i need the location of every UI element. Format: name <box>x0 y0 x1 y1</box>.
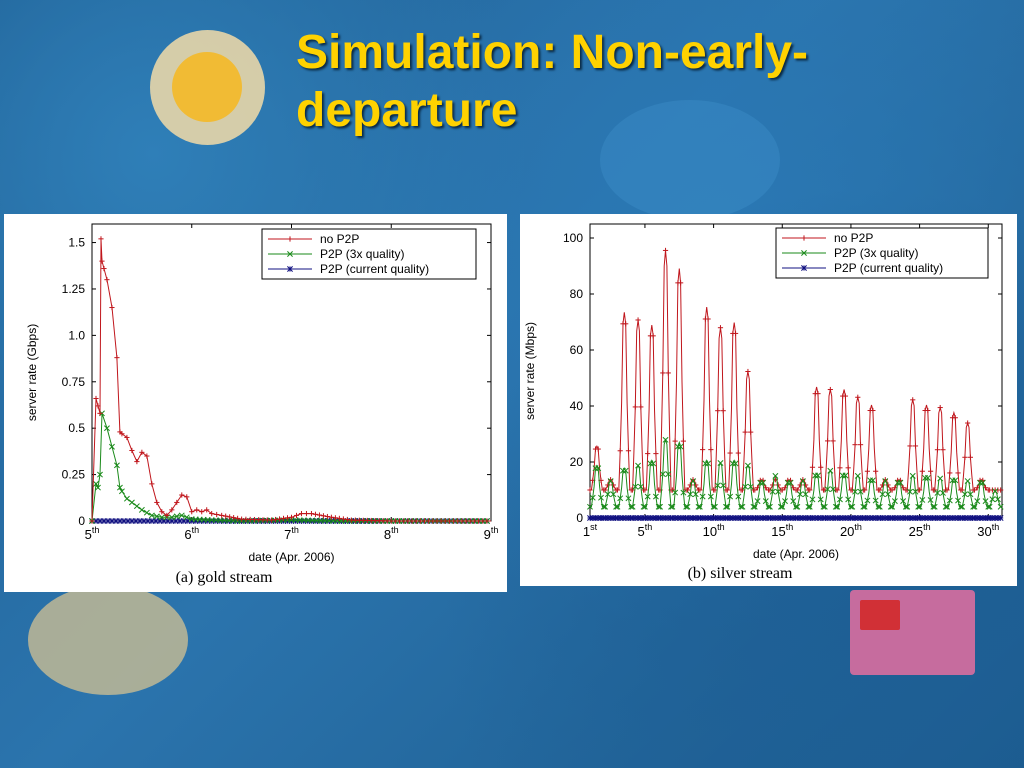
gold-y-tick-label: 1.25 <box>62 282 86 296</box>
slide-title: Simulation: Non-early-departure <box>296 26 809 137</box>
silver-series-0 <box>587 247 1004 493</box>
chart-panel-silver: 0 20 40 60 80 100 1st 5th 10th 15th 20th 25th 30th da… <box>520 214 1017 586</box>
silver-y-tick-label: 100 <box>563 231 583 245</box>
silver-series-1 <box>587 436 1004 510</box>
silver-x-tick-label: 30th <box>977 522 999 539</box>
background-decoration <box>172 52 242 122</box>
gold-x-axis-label: date (Apr. 2006) <box>248 550 334 564</box>
gold-series-0 <box>89 236 491 524</box>
background-decoration <box>600 100 780 220</box>
silver-series-line <box>590 438 1002 508</box>
gold-series-1 <box>89 410 491 524</box>
gold-y-tick-label: 0.75 <box>62 375 86 389</box>
gold-y-tick-label: 0.25 <box>62 468 86 482</box>
silver-stream-chart: 0 20 40 60 80 100 1st 5th 10th 15th 20th 25th 30th da… <box>523 223 1004 582</box>
gold-legend-entry: P2P (current quality) <box>320 262 429 276</box>
gold-series-line <box>91 413 491 522</box>
gold-x-tick-label: 8th <box>384 525 399 542</box>
silver-y-tick-label: 40 <box>570 399 584 413</box>
gold-x-tick-label: 7th <box>284 525 299 542</box>
silver-x-tick-label: 15th <box>771 522 793 539</box>
silver-series-2 <box>587 515 1004 521</box>
silver-y-tick-label: 0 <box>576 511 583 525</box>
chart-panel-gold: 0 0.25 0.5 0.75 1.0 1.25 1.5 5th 6th 7th 8th 9th dat… <box>4 214 507 592</box>
silver-x-tick-label: 5th <box>638 522 653 539</box>
silver-y-axis-label: server rate (Mbps) <box>523 322 537 420</box>
gold-y-axis-label: server rate (Gbps) <box>25 324 39 421</box>
background-decoration <box>28 585 188 695</box>
gold-legend-entry: no P2P <box>320 232 359 246</box>
gold-y-tick-label: 0 <box>78 514 85 528</box>
gold-legend-entry: P2P (3x quality) <box>320 247 405 261</box>
silver-x-tick-label: 25th <box>909 522 931 539</box>
gold-y-tick-label: 0.5 <box>68 421 85 435</box>
background-decoration <box>860 600 900 630</box>
silver-x-tick-label: 20th <box>840 522 862 539</box>
silver-x-tick-label: 10th <box>703 522 725 539</box>
gold-stream-chart: 0 0.25 0.5 0.75 1.0 1.25 1.5 5th 6th 7th 8th 9th dat… <box>25 223 499 586</box>
gold-x-tick-label: 5th <box>85 525 100 542</box>
silver-series-line <box>590 250 1002 491</box>
gold-caption: (a) gold stream <box>176 569 273 586</box>
silver-x-tick-label: 1st <box>583 522 598 539</box>
gold-y-tick-label: 1.5 <box>68 236 85 250</box>
silver-x-axis-label: date (Apr. 2006) <box>753 547 839 561</box>
silver-caption: (b) silver stream <box>688 565 793 582</box>
gold-y-tick-label: 1.0 <box>68 328 85 342</box>
silver-y-tick-label: 80 <box>570 287 584 301</box>
silver-legend-entry: P2P (3x quality) <box>834 246 919 260</box>
gold-x-tick-label: 6th <box>184 525 199 542</box>
silver-legend-entry: P2P (current quality) <box>834 261 943 275</box>
silver-y-tick-label: 20 <box>570 455 584 469</box>
gold-x-tick-label: 9th <box>484 525 499 542</box>
silver-legend-entry: no P2P <box>834 231 873 245</box>
gold-series-line <box>91 238 491 522</box>
silver-y-tick-label: 60 <box>570 343 584 357</box>
